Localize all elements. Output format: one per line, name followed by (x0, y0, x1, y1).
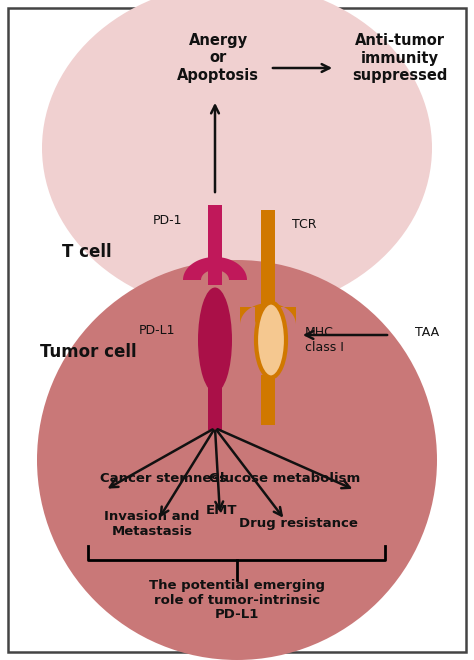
Text: TCR: TCR (292, 218, 317, 232)
Ellipse shape (256, 302, 286, 378)
Ellipse shape (42, 0, 432, 313)
Ellipse shape (198, 288, 232, 393)
Text: Anti-tumor
immunity
suppressed: Anti-tumor immunity suppressed (352, 33, 447, 83)
Ellipse shape (37, 260, 437, 660)
Text: EMT: EMT (206, 504, 238, 517)
Text: Tumor cell: Tumor cell (40, 343, 137, 361)
Bar (208, 385, 222, 430)
Text: PD-1: PD-1 (153, 213, 182, 226)
Text: PD-L1: PD-L1 (138, 323, 175, 337)
Text: T cell: T cell (62, 243, 111, 261)
Polygon shape (183, 257, 247, 280)
Text: Drug resistance: Drug resistance (238, 517, 357, 531)
Text: Glucose metabolism: Glucose metabolism (209, 471, 360, 484)
Text: The potential emerging
role of tumor-intrinsic
PD-L1: The potential emerging role of tumor-int… (149, 579, 325, 622)
Bar (261, 375, 275, 425)
Text: TAA: TAA (415, 325, 439, 339)
Text: Anergy
or
Apoptosis: Anergy or Apoptosis (177, 33, 259, 83)
Text: MHC
class I: MHC class I (305, 326, 344, 354)
Text: Cancer stemness: Cancer stemness (100, 471, 227, 484)
Text: Invasion and
Metastasis: Invasion and Metastasis (104, 510, 200, 538)
Bar (208, 205, 222, 285)
Polygon shape (240, 303, 296, 325)
Bar (261, 210, 275, 330)
